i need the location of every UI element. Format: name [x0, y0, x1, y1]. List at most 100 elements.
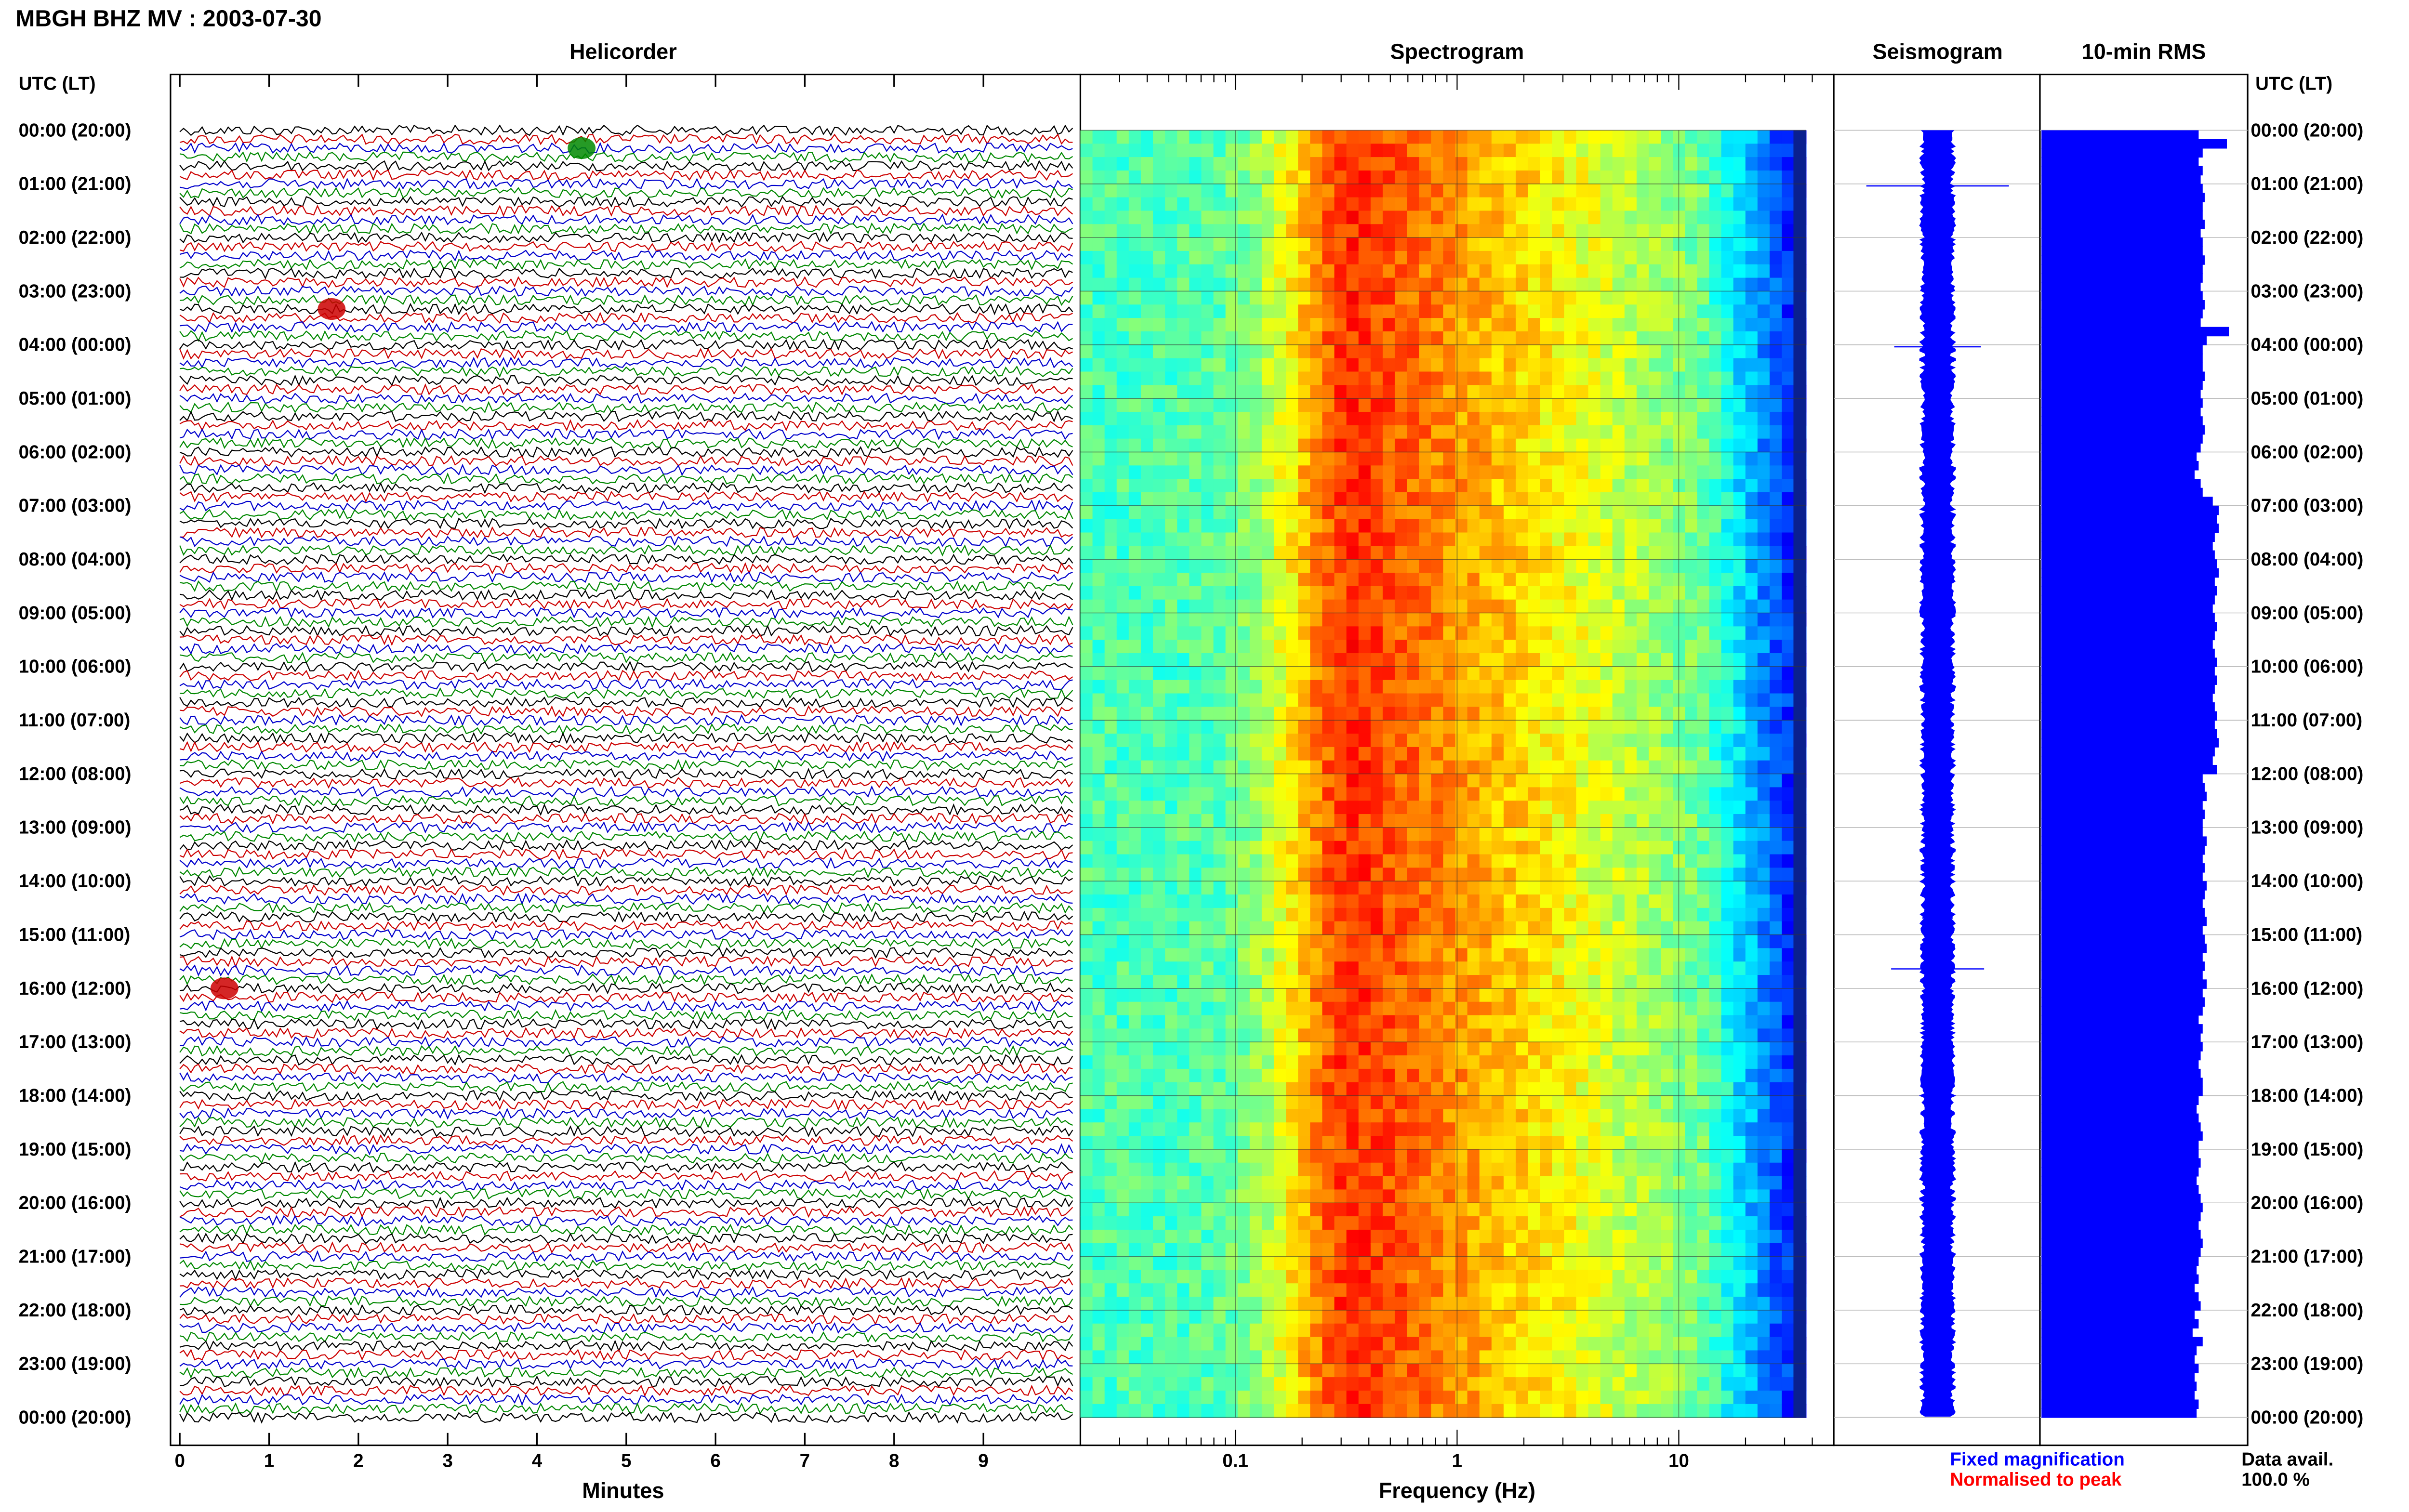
spectrogram-cell [1443, 1404, 1456, 1418]
spectrogram-cell [1201, 358, 1214, 372]
spectrogram-cell [1249, 1364, 1263, 1378]
spectrogram-cell [1467, 452, 1480, 466]
spectrogram-cell [1394, 948, 1408, 962]
spectrogram-cell [1527, 1122, 1541, 1137]
spectrogram-cell [1286, 787, 1299, 802]
spectrogram-cell [1515, 921, 1529, 935]
spectrogram-cell [1600, 1095, 1613, 1110]
spectrogram-cell [1648, 948, 1662, 962]
spectrogram-cell [1128, 264, 1142, 278]
spectrogram-cell [1286, 921, 1299, 935]
spectrogram-cell [1346, 961, 1359, 976]
spectrogram-cell [1334, 827, 1347, 841]
spectrogram-cell [1116, 881, 1130, 895]
spectrogram-cell [1177, 291, 1190, 305]
spectrogram-cell [1140, 747, 1154, 761]
spectrogram-cell [1443, 961, 1456, 976]
spectrogram-cell [1503, 1404, 1517, 1418]
spectrogram-cell [1467, 170, 1480, 185]
spectrogram-cell [1479, 1203, 1492, 1217]
spectrogram-cell [1128, 1229, 1142, 1244]
spectrogram-cell [1552, 197, 1565, 211]
spectrogram-cell [1527, 210, 1541, 225]
spectrogram-cell [1600, 1176, 1613, 1190]
spectrogram-cell [1407, 881, 1420, 895]
spectrogram-cell [1527, 1015, 1541, 1029]
spectrogram-cell [1564, 653, 1577, 668]
spectrogram-cell [1491, 1122, 1505, 1137]
spectrogram-cell [1189, 1350, 1202, 1365]
spectrogram-cell [1661, 224, 1674, 238]
spectrogram-cell [1116, 1350, 1130, 1365]
helicorder-trace [179, 598, 1073, 610]
spectrogram-cell [1237, 425, 1251, 439]
spectrogram-cell [1612, 774, 1626, 788]
spectrogram-cell [1092, 519, 1105, 533]
spectrogram-cell [1249, 787, 1263, 802]
spectrogram-cell [1491, 1162, 1505, 1177]
spectrogram-cell [1588, 841, 1601, 855]
spectrogram-cell [1261, 1015, 1275, 1029]
spectrogram-cell [1479, 1390, 1492, 1405]
spectrogram-cell [1128, 1162, 1142, 1177]
spectrogram-cell [1128, 572, 1142, 587]
spectrogram-cell [1237, 868, 1251, 882]
spectrogram-cell [1370, 988, 1384, 1003]
spectrogram-cell [1527, 720, 1541, 735]
spectrogram-cell [1552, 264, 1565, 278]
spectrogram-cell [1249, 170, 1263, 185]
spectrogram-cell [1467, 734, 1480, 748]
spectrogram-cell [1273, 572, 1287, 587]
spectrogram-cell [1153, 170, 1166, 185]
spectrogram-cell [1443, 599, 1456, 614]
spectrogram-cell [1673, 640, 1686, 654]
spectrogram-cell [1503, 398, 1517, 413]
spectrogram-cell [1153, 1203, 1166, 1217]
spectrogram-cell [1564, 1082, 1577, 1096]
spectrogram-cell [1189, 747, 1202, 761]
spectrogram-cell [1286, 707, 1299, 721]
spectrogram-cell [1503, 304, 1517, 319]
helicorder-tick-label: 5 [621, 1451, 631, 1472]
helicorder-trace [179, 393, 1073, 405]
spectrogram-cell [1092, 237, 1105, 252]
spectrogram-cell [1346, 1203, 1359, 1217]
helicorder-tick-label: 2 [353, 1451, 363, 1472]
spectrogram-cell [1128, 1323, 1142, 1338]
spectrogram-cell [1443, 934, 1456, 949]
spectrogram-cell [1334, 1390, 1347, 1405]
spectrogram-cell [1237, 1323, 1251, 1338]
spectrogram-cell [1540, 707, 1553, 721]
spectrogram-cell [1624, 961, 1638, 976]
spectrogram-cell [1515, 827, 1529, 841]
spectrogram-cell [1273, 505, 1287, 520]
spectrogram-cell [1334, 250, 1347, 265]
spectrogram-cell [1564, 358, 1577, 372]
spectrogram-cell [1431, 398, 1444, 413]
helicorder-trace [180, 1277, 1073, 1290]
spectrogram-cell [1600, 868, 1613, 882]
spectrogram-cell [1249, 707, 1263, 721]
spectrogram-cell [1177, 814, 1190, 828]
spectrogram-cell [1382, 1136, 1396, 1150]
spectrogram-cell [1249, 210, 1263, 225]
spectrogram-cell [1177, 1337, 1190, 1351]
spectrogram-cell [1527, 1095, 1541, 1110]
spectrogram-cell [1540, 1404, 1553, 1418]
spectrogram-cell [1600, 1001, 1613, 1016]
spectrogram-cell [1140, 1162, 1154, 1177]
spectrogram-cell [1673, 184, 1686, 198]
spectrogram-cell [1237, 452, 1251, 466]
helicorder-trace [179, 482, 1073, 494]
spectrogram-cell [1552, 1015, 1565, 1029]
spectrogram-cell [1479, 707, 1492, 721]
helicorder-trace [179, 383, 1073, 396]
spectrogram-cell [1153, 693, 1166, 708]
spectrogram-cell [1540, 626, 1553, 641]
spectrogram-cell [1443, 559, 1456, 574]
spectrogram-cell [1225, 640, 1238, 654]
spectrogram-cell [1237, 894, 1251, 909]
spectrogram-cell [1165, 1310, 1178, 1325]
spectrogram-cell [1540, 1042, 1553, 1056]
spectrogram-cell [1286, 613, 1299, 627]
